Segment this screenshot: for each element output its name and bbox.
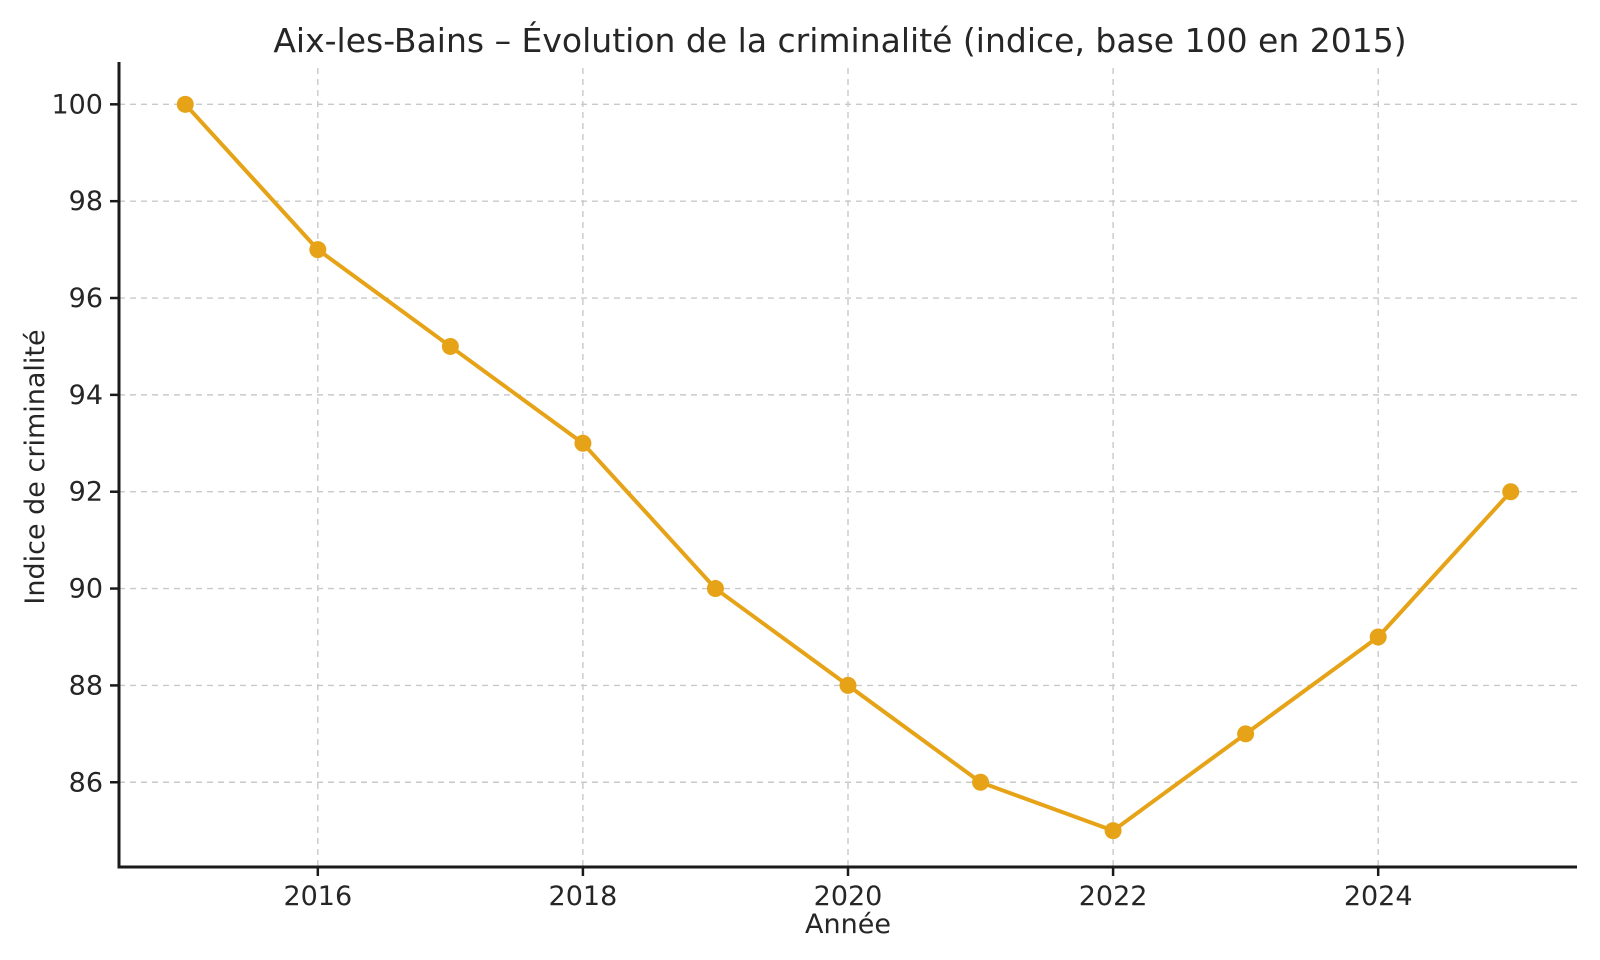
- data-point-marker: [1502, 483, 1520, 501]
- data-point-marker: [1237, 725, 1255, 743]
- y-tick-label: 96: [69, 283, 103, 314]
- y-tick-label: 94: [69, 380, 103, 411]
- x-tick-label: 2016: [283, 881, 352, 912]
- y-tick-label: 88: [69, 670, 103, 701]
- data-point-marker: [309, 241, 327, 259]
- data-point-marker: [574, 434, 592, 452]
- x-axis-label: Année: [805, 909, 891, 940]
- x-tick-label: 2024: [1344, 881, 1413, 912]
- axis-ticks: [110, 103, 1380, 876]
- axes-spines: [117, 62, 1577, 869]
- x-tick-label: 2018: [549, 881, 618, 912]
- tick-labels: 86 88 90 92 94 96 98 100 2016 2018 2020 2022 2024: [51, 89, 1412, 912]
- y-tick-label: 98: [69, 186, 103, 217]
- data-point-marker: [176, 95, 194, 113]
- y-tick-label: 90: [69, 574, 103, 605]
- data-series: [176, 95, 1520, 840]
- y-tick-label: 92: [69, 477, 103, 508]
- data-point-marker: [839, 676, 857, 694]
- x-tick-label: 2020: [814, 881, 883, 912]
- data-point-marker: [1369, 628, 1387, 646]
- data-point-marker: [706, 580, 724, 598]
- data-point-marker: [441, 337, 459, 355]
- grid-lines: [119, 68, 1577, 867]
- chart-title: Aix-les-Bains – Évolution de la criminal…: [273, 20, 1406, 60]
- y-tick-label: 100: [51, 89, 103, 120]
- x-tick-label: 2022: [1079, 881, 1148, 912]
- y-tick-label: 86: [69, 767, 103, 798]
- data-point-marker: [972, 773, 990, 791]
- data-point-marker: [1104, 822, 1122, 840]
- y-axis-label: Indice de criminalité: [20, 329, 51, 604]
